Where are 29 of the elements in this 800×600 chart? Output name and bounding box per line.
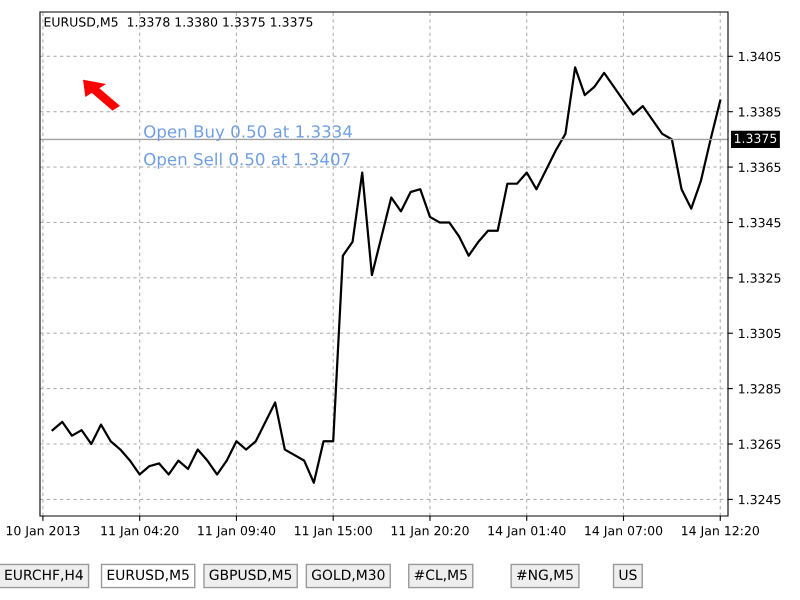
y-tick-label: 1.3365 [739, 162, 780, 172]
y-tick-label: 1.3385 [739, 107, 780, 117]
x-tick-label: 11 Jan 04:20 [101, 526, 178, 538]
annotation: Open Sell 0.50 at 1.3407 [144, 152, 350, 169]
x-tick-label: 11 Jan 20:20 [392, 526, 469, 538]
text: GBPUSD,M5 [210, 570, 292, 582]
x-tick-label: 14 Jan 01:40 [488, 526, 566, 538]
y-tick-label: 1.3285 [739, 384, 780, 394]
ref-line-label: 1.3375 [734, 134, 776, 144]
text: #CL,M5 [414, 570, 467, 582]
text: US [620, 570, 637, 580]
y-tick-label: 1.3325 [739, 273, 780, 283]
text: #NG,M5 [517, 570, 573, 582]
y-tick-label: 1.3345 [739, 218, 780, 228]
y-tick-label: 1.3405 [739, 52, 780, 62]
x-tick-label: 11 Jan 09:40 [198, 526, 276, 538]
line-series [51, 66, 722, 484]
y-tick-label: 1.3305 [739, 328, 780, 338]
x-tick-label: 14 Jan 07:00 [585, 526, 662, 538]
text: EURUSD,M5 [108, 570, 189, 582]
chart-title: EURUSD,M5 1.3378 1.3380 1.3375 1.3375 [44, 17, 312, 28]
y-tick-label: 1.3245 [739, 494, 780, 504]
x-tick-label: 11 Jan 15:00 [295, 526, 372, 538]
annotation: Open Buy 0.50 at 1.3334 [144, 125, 352, 142]
x-tick-label: 14 Jan 12:20 [682, 526, 759, 538]
text: EURCHF,H4 [5, 570, 83, 582]
y-tick-label: 1.3265 [739, 439, 780, 449]
x-tick-label: 10 Jan 2013 [6, 526, 80, 538]
text: GOLD,M30 [312, 570, 384, 582]
